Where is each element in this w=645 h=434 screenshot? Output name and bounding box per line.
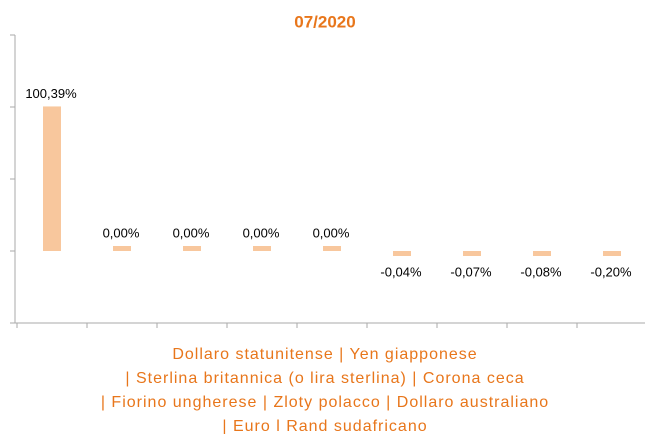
bar: [393, 251, 411, 256]
bar: [113, 246, 131, 251]
value-label: -0,20%: [590, 264, 632, 279]
bar: [603, 251, 621, 256]
value-label: 100,39%: [25, 86, 77, 101]
value-label: 0,00%: [173, 225, 210, 240]
bar: [183, 246, 201, 251]
bar: [463, 251, 481, 256]
caption-line: | Sterlina britannica (o lira sterlina) …: [125, 370, 524, 387]
caption-line: | Fiorino ungherese | Zloty polacco | Do…: [101, 394, 549, 411]
value-label: 0,00%: [243, 225, 280, 240]
bar: [253, 246, 271, 251]
bar: [533, 251, 551, 256]
caption-line: | Euro l Rand sudafricano: [222, 418, 427, 434]
chart-title: 07/2020: [294, 12, 355, 31]
value-label: -0,08%: [520, 264, 562, 279]
value-label: 0,00%: [313, 225, 350, 240]
bar: [323, 246, 341, 251]
value-label: -0,04%: [380, 264, 422, 279]
value-label: 0,00%: [103, 225, 140, 240]
value-label: -0,07%: [450, 264, 492, 279]
caption-line: Dollaro statunitense | Yen giapponese: [172, 346, 477, 363]
bar: [43, 106, 61, 251]
